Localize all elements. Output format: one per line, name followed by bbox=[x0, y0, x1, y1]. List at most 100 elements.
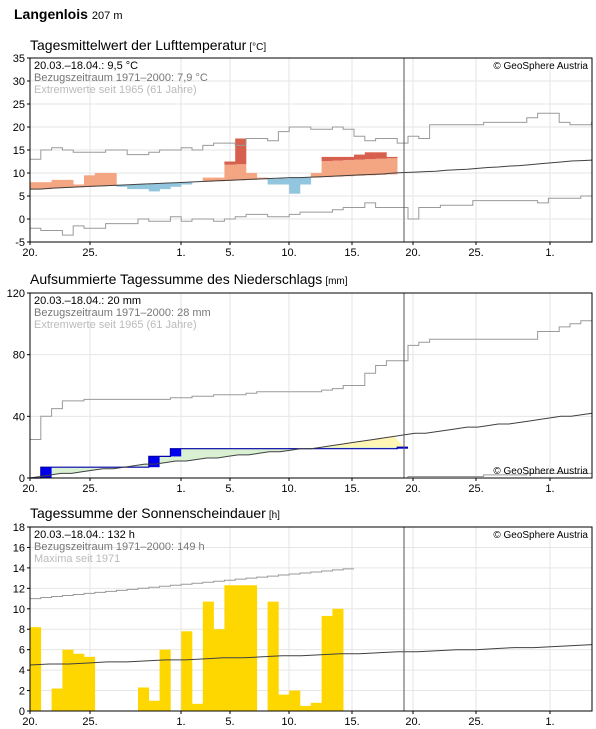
temperature-x-tick-label: 1. bbox=[545, 247, 554, 259]
temperature-bar-below bbox=[170, 183, 182, 187]
temperature-bar-below bbox=[267, 178, 279, 185]
temperature-bar-strong bbox=[224, 161, 236, 165]
sunshine-x-tick-label: 10. bbox=[281, 716, 296, 728]
temperature-minima-line bbox=[30, 195, 592, 236]
precipitation-unit: [mm] bbox=[325, 276, 348, 287]
precipitation-x-tick-label: 10. bbox=[281, 483, 296, 495]
precipitation-day-bar bbox=[397, 447, 408, 449]
precipitation-y-tick-label: 40 bbox=[13, 411, 25, 423]
temperature-summary: 20.03.–18.04.: 9,5 °C bbox=[34, 60, 138, 72]
sunshine-bar bbox=[30, 627, 42, 711]
temperature-y-tick-label: 0 bbox=[19, 214, 25, 226]
sunshine-x-tick-label: 1. bbox=[176, 716, 185, 728]
temperature-y-tick-label: 5 bbox=[19, 191, 25, 203]
temperature-maxima-line bbox=[30, 112, 593, 160]
sunshine-plot bbox=[27, 526, 593, 714]
sunshine-y-tick-label: 12 bbox=[13, 583, 25, 595]
sunshine-unit: [h] bbox=[268, 510, 280, 521]
sunshine-extremes-label: Maxima seit 1971 bbox=[34, 553, 120, 565]
precipitation-x-tick-label: 20. bbox=[22, 483, 37, 495]
temperature-bar bbox=[105, 173, 117, 186]
sunshine-bar bbox=[181, 631, 193, 711]
sunshine-y-tick-label: 16 bbox=[13, 542, 25, 554]
temperature-bar bbox=[386, 158, 398, 175]
temperature-bar-strong bbox=[343, 156, 355, 161]
precipitation-plot bbox=[27, 292, 593, 481]
precipitation-x-tick-label: 1. bbox=[176, 483, 185, 495]
sunshine-bar bbox=[138, 687, 150, 711]
temperature-bar bbox=[332, 160, 344, 177]
temperature-bar-strong bbox=[235, 138, 247, 165]
sunshine-x-tick-label: 20. bbox=[22, 716, 37, 728]
temperature-bar bbox=[310, 173, 322, 178]
station-header: Langenlois 207 m bbox=[14, 6, 122, 22]
sunshine-bar bbox=[300, 705, 312, 711]
sunshine-reference-line bbox=[29, 644, 593, 666]
temperature-bar bbox=[73, 184, 85, 188]
precipitation-surplus-area bbox=[248, 436, 404, 448]
temperature-reference-label: Bezugszeitraum 1971–2000: 7,9 °C bbox=[34, 72, 208, 84]
precipitation-frame bbox=[29, 292, 593, 479]
sunshine-bar bbox=[192, 703, 204, 711]
sunshine-reference-label: Bezugszeitraum 1971–2000: 149 h bbox=[34, 541, 205, 553]
temperature-x-tick-label: 1. bbox=[176, 247, 185, 259]
temperature-y-tick-label: 30 bbox=[13, 76, 25, 88]
sunshine-x-tick-label: 5. bbox=[225, 716, 234, 728]
sunshine-bar bbox=[62, 649, 74, 711]
panel-title-precipitation: Aufsummierte Tagessumme des Niederschlag… bbox=[30, 271, 348, 287]
temperature-x-tick-label: 25. bbox=[82, 247, 97, 259]
temperature-y-tick-label: -5 bbox=[15, 237, 25, 249]
temperature-bar bbox=[30, 182, 42, 190]
sunshine-bar bbox=[332, 608, 344, 711]
temperature-bar bbox=[354, 159, 366, 176]
sunshine-x-tick-label: 25. bbox=[468, 716, 483, 728]
panel-title-temperature: Tagesmittelwert der Lufttemperatur [°C] bbox=[30, 37, 266, 53]
temperature-bar bbox=[40, 182, 52, 190]
sunshine-maxima-line bbox=[30, 568, 354, 600]
temperature-extremes-label: Extremwerte seit 1965 (61 Jahre) bbox=[34, 84, 197, 96]
sunshine-bar bbox=[246, 585, 258, 711]
sunshine-y-tick-label: 4 bbox=[19, 665, 25, 677]
precipitation-maxima-line bbox=[30, 320, 592, 440]
precipitation-y-tick-label: 120 bbox=[7, 288, 25, 300]
temperature-bar bbox=[224, 164, 236, 181]
temperature-y-tick-label: 20 bbox=[13, 122, 25, 134]
sunshine-x-tick-label: 1. bbox=[545, 716, 554, 728]
temperature-y-tick-label: 15 bbox=[13, 145, 25, 157]
sunshine-x-tick-label: 15. bbox=[344, 716, 359, 728]
precipitation-x-tick-label: 25. bbox=[468, 483, 483, 495]
temperature-bar-below bbox=[127, 184, 139, 190]
sunshine-bar bbox=[213, 629, 225, 711]
sunshine-bar bbox=[321, 615, 333, 711]
temperature-bar-below bbox=[116, 185, 128, 187]
sunshine-title-text: Tagessumme der Sonnenscheindauer bbox=[30, 505, 266, 521]
temperature-bar-below bbox=[138, 184, 150, 190]
temperature-bar bbox=[213, 177, 225, 182]
temperature-bar bbox=[343, 160, 355, 177]
temperature-bar-strong bbox=[354, 154, 366, 160]
temperature-bar bbox=[51, 179, 63, 189]
sunshine-y-tick-label: 18 bbox=[13, 522, 25, 534]
sunshine-x-tick-label: 25. bbox=[82, 716, 97, 728]
precipitation-day-bar bbox=[148, 456, 160, 468]
temperature-credit: © GeoSphere Austria bbox=[493, 61, 588, 72]
temperature-bar-strong bbox=[375, 152, 387, 159]
temperature-bar bbox=[202, 177, 214, 182]
temperature-x-tick-label: 5. bbox=[225, 247, 234, 259]
precipitation-x-tick-label: 15. bbox=[344, 483, 359, 495]
sunshine-y-tick-label: 2 bbox=[19, 686, 25, 698]
temperature-bar-strong bbox=[332, 156, 344, 161]
temperature-x-tick-label: 20. bbox=[405, 247, 420, 259]
temperature-bar bbox=[364, 159, 376, 176]
sunshine-y-tick-label: 14 bbox=[13, 563, 25, 575]
temperature-reference-line bbox=[30, 159, 593, 190]
sunshine-bar bbox=[84, 656, 96, 711]
temperature-y-tick-label: 10 bbox=[13, 168, 25, 180]
sunshine-bar bbox=[148, 700, 160, 711]
precipitation-x-tick-label: 5. bbox=[225, 483, 234, 495]
temperature-x-tick-label: 20. bbox=[22, 247, 37, 259]
sunshine-y-tick-label: 8 bbox=[19, 624, 25, 636]
precipitation-summary: 20.03.–18.04.: 20 mm bbox=[34, 295, 141, 307]
temperature-bar bbox=[321, 161, 333, 178]
temperature-bar bbox=[62, 179, 74, 188]
